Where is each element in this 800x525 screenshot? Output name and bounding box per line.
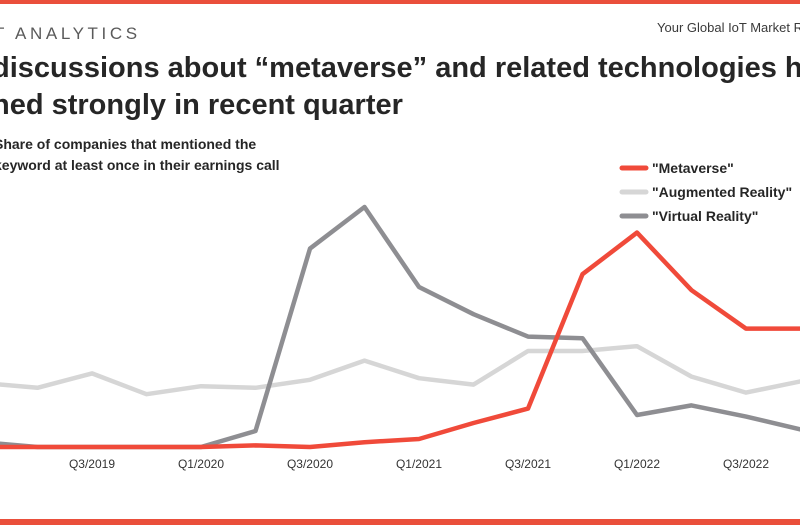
brand-logo-text: T ANALYTICS	[0, 24, 141, 43]
chart-subtitle: Share of companies that mentioned the ke…	[0, 134, 280, 176]
x-tick-label: Q3/2021	[505, 457, 551, 471]
x-tick-label: Q1/2021	[396, 457, 442, 471]
x-tick-label: Q3/2022	[723, 457, 769, 471]
x-tick-label: Q1/2020	[178, 457, 224, 471]
legend-label-metaverse: "Metaverse"	[652, 160, 734, 176]
legend-label-augmented-reality: "Augmented Reality"	[652, 184, 792, 200]
top-accent-bar	[0, 0, 800, 4]
x-tick-label: Q1/2022	[614, 457, 660, 471]
legend: "Metaverse" "Augmented Reality" "Virtual R…	[619, 160, 792, 224]
x-tick-label: Q3/2019	[69, 457, 115, 471]
bottom-accent-bar	[0, 519, 800, 525]
series-line-virtual-reality	[0, 204, 800, 450]
x-axis: 19Q3/2019Q1/2020Q3/2020Q1/2021Q3/2021Q1/…	[69, 457, 769, 471]
series-line-metaverse	[0, 230, 800, 450]
chart-title: discussions about “metaverse” and relate…	[0, 50, 800, 124]
legend-label-virtual-reality: "Virtual Reality"	[652, 208, 758, 224]
tagline: Your Global IoT Market Re	[657, 20, 800, 35]
x-tick-label: Q3/2020	[287, 457, 333, 471]
series-layer	[0, 204, 800, 450]
chart-title-line-1: discussions about “metaverse” and relate…	[0, 52, 800, 84]
chart-subtitle-line-2: keyword at least once in their earnings …	[0, 157, 280, 173]
chart-subtitle-line-1: Share of companies that mentioned the	[0, 136, 257, 152]
chart-title-line-2: ned strongly in recent quarter	[0, 89, 403, 121]
series-line-augmented-reality	[0, 343, 800, 397]
